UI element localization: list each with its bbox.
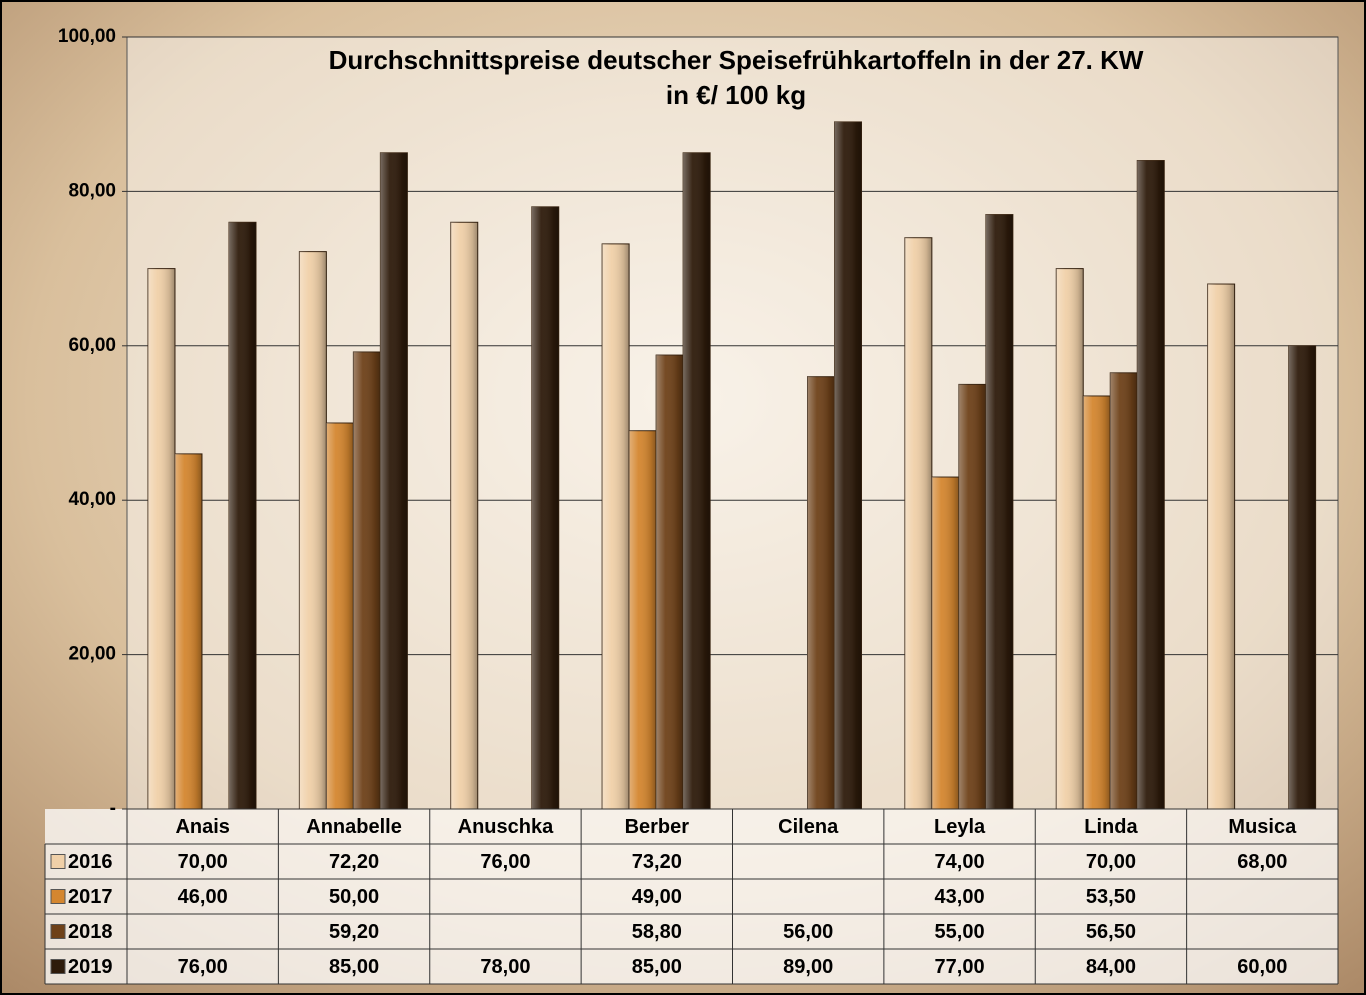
table-value: 85,00 bbox=[632, 956, 682, 978]
bar-shine bbox=[229, 222, 256, 809]
bar-shine bbox=[450, 222, 478, 809]
bar-shine bbox=[1110, 372, 1138, 809]
x-tick-label: Anais bbox=[175, 816, 229, 838]
table-value: 76,00 bbox=[480, 851, 530, 873]
x-tick-label: Annabelle bbox=[306, 816, 402, 838]
table-value: 60,00 bbox=[1237, 956, 1287, 978]
bar-shine bbox=[175, 453, 202, 809]
y-tick-label: - bbox=[110, 798, 116, 819]
table-value: 46,00 bbox=[178, 886, 228, 908]
table-value: 72,20 bbox=[329, 851, 379, 873]
legend-label: 2017 bbox=[68, 886, 113, 908]
legend-label: 2018 bbox=[68, 921, 113, 943]
bar-shine bbox=[904, 237, 932, 810]
bar-shine bbox=[629, 430, 657, 809]
bar-shine bbox=[1288, 345, 1316, 809]
table-value: 70,00 bbox=[1086, 851, 1136, 873]
chart-layer: - 20,00 40,00 60,00 80,00 100,00 Anais Annabell… bbox=[44, 26, 1339, 985]
legend-swatch bbox=[50, 959, 66, 974]
bar-shine bbox=[353, 351, 381, 809]
x-tick-label: Linda bbox=[1084, 816, 1138, 838]
bar-shine bbox=[931, 477, 959, 809]
y-tick-label: 40,00 bbox=[68, 489, 116, 510]
bar-shine bbox=[683, 152, 711, 810]
bar-shine bbox=[1207, 284, 1235, 809]
bar-shine bbox=[807, 376, 835, 809]
x-tick-label: Berber bbox=[625, 816, 690, 838]
bar-shine bbox=[380, 152, 408, 810]
y-tick-label: 60,00 bbox=[68, 335, 116, 356]
y-tick-label: 100,00 bbox=[58, 26, 116, 47]
table-value: 70,00 bbox=[178, 851, 228, 873]
bar-shine bbox=[1056, 268, 1084, 810]
bar-shine bbox=[958, 384, 986, 809]
table-value: 56,00 bbox=[783, 921, 833, 943]
y-tick-label: 20,00 bbox=[68, 644, 116, 665]
x-tick-label: Cilena bbox=[778, 816, 839, 838]
table-value: 73,20 bbox=[632, 851, 682, 873]
table-value: 59,20 bbox=[329, 921, 379, 943]
table-value: 89,00 bbox=[783, 956, 833, 978]
bar-shine bbox=[1083, 395, 1111, 809]
table-value: 74,00 bbox=[935, 851, 985, 873]
bar-shine bbox=[148, 268, 175, 810]
table-value: 53,50 bbox=[1086, 886, 1136, 908]
bar-shine bbox=[299, 251, 327, 810]
bar-shine bbox=[326, 423, 354, 809]
table-value: 50,00 bbox=[329, 886, 379, 908]
table-value: 55,00 bbox=[935, 921, 985, 943]
y-tick-label: 80,00 bbox=[68, 180, 116, 201]
table-value: 84,00 bbox=[1086, 956, 1136, 978]
bar-shine bbox=[834, 121, 862, 810]
table-value: 68,00 bbox=[1237, 851, 1287, 873]
bar-shine bbox=[985, 214, 1013, 809]
table-value: 49,00 bbox=[632, 886, 682, 908]
table-value: 77,00 bbox=[935, 956, 985, 978]
table-value: 43,00 bbox=[935, 886, 985, 908]
bar-shine bbox=[602, 243, 630, 809]
x-tick-label: Musica bbox=[1228, 816, 1297, 838]
chart-title: Durchschnittspreise deutscher Speisefrüh… bbox=[329, 45, 1144, 75]
table-value: 76,00 bbox=[178, 956, 228, 978]
legend-label: 2016 bbox=[68, 851, 113, 873]
chart-subtitle: in €/ 100 kg bbox=[666, 80, 806, 110]
legend-swatch bbox=[50, 889, 66, 904]
x-tick-label: Anuschka bbox=[458, 816, 554, 838]
legend-swatch bbox=[50, 924, 66, 939]
table-value: 56,50 bbox=[1086, 921, 1136, 943]
bar-shine bbox=[656, 355, 684, 809]
data-table-background bbox=[45, 809, 1338, 984]
table-value: 58,80 bbox=[632, 921, 682, 943]
bar-shine bbox=[1137, 160, 1165, 809]
table-value: 78,00 bbox=[480, 956, 530, 978]
bar-shine bbox=[531, 206, 559, 810]
x-tick-label: Leyla bbox=[934, 816, 986, 838]
table-value: 85,00 bbox=[329, 956, 379, 978]
legend-label: 2019 bbox=[68, 956, 113, 978]
legend-swatch bbox=[50, 854, 66, 869]
